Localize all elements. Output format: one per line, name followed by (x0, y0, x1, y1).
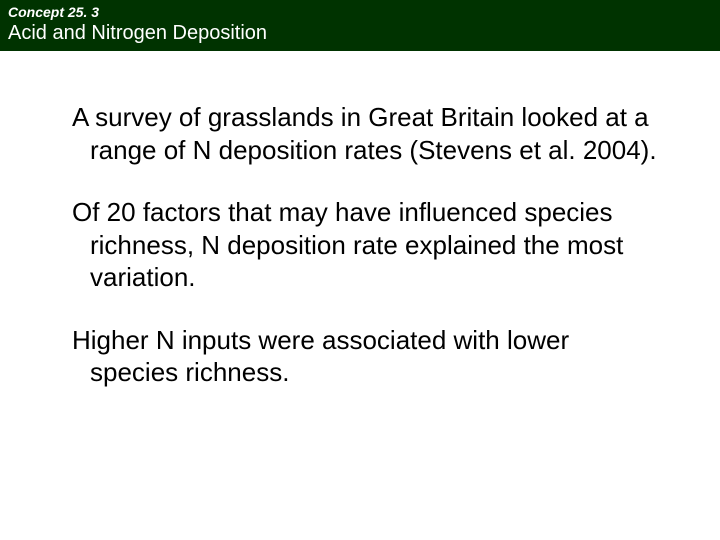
slide-title: Acid and Nitrogen Deposition (8, 22, 712, 45)
paragraph-3: Higher N inputs were associated with low… (72, 324, 660, 389)
paragraph-1: A survey of grasslands in Great Britain … (72, 101, 660, 166)
slide-header: Concept 25. 3 Acid and Nitrogen Depositi… (0, 0, 720, 51)
concept-label: Concept 25. 3 (8, 4, 712, 20)
paragraph-2: Of 20 factors that may have influenced s… (72, 196, 660, 294)
slide-content: A survey of grasslands in Great Britain … (0, 51, 720, 439)
